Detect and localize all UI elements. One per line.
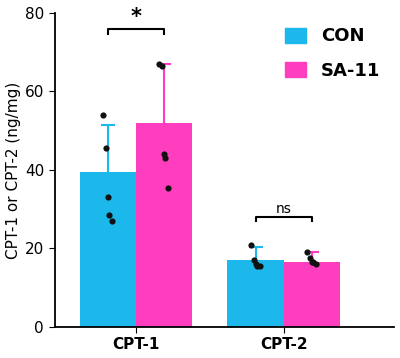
Point [109,218,115,224]
Point [308,259,315,265]
Point [254,263,260,269]
Text: ns: ns [276,202,292,216]
Point [159,63,166,69]
Y-axis label: CPT-1 or CPT-2 (ng/mg): CPT-1 or CPT-2 (ng/mg) [6,81,20,258]
Point [161,151,167,157]
Point [162,155,168,161]
Point [310,259,316,265]
Point [104,194,111,200]
Point [103,145,110,151]
Text: *: * [130,8,141,27]
Bar [136,123,192,327]
Bar [284,262,340,327]
Point [106,212,112,218]
Point [252,261,259,267]
Point [100,112,106,118]
Point [156,61,163,67]
Legend: CON, SA-11: CON, SA-11 [279,22,386,85]
Point [307,255,314,261]
Point [165,185,172,190]
Bar [80,172,136,327]
Bar [228,260,284,327]
Point [248,242,254,247]
Point [304,250,310,255]
Point [257,263,263,269]
Point [313,261,319,267]
Point [251,257,257,263]
